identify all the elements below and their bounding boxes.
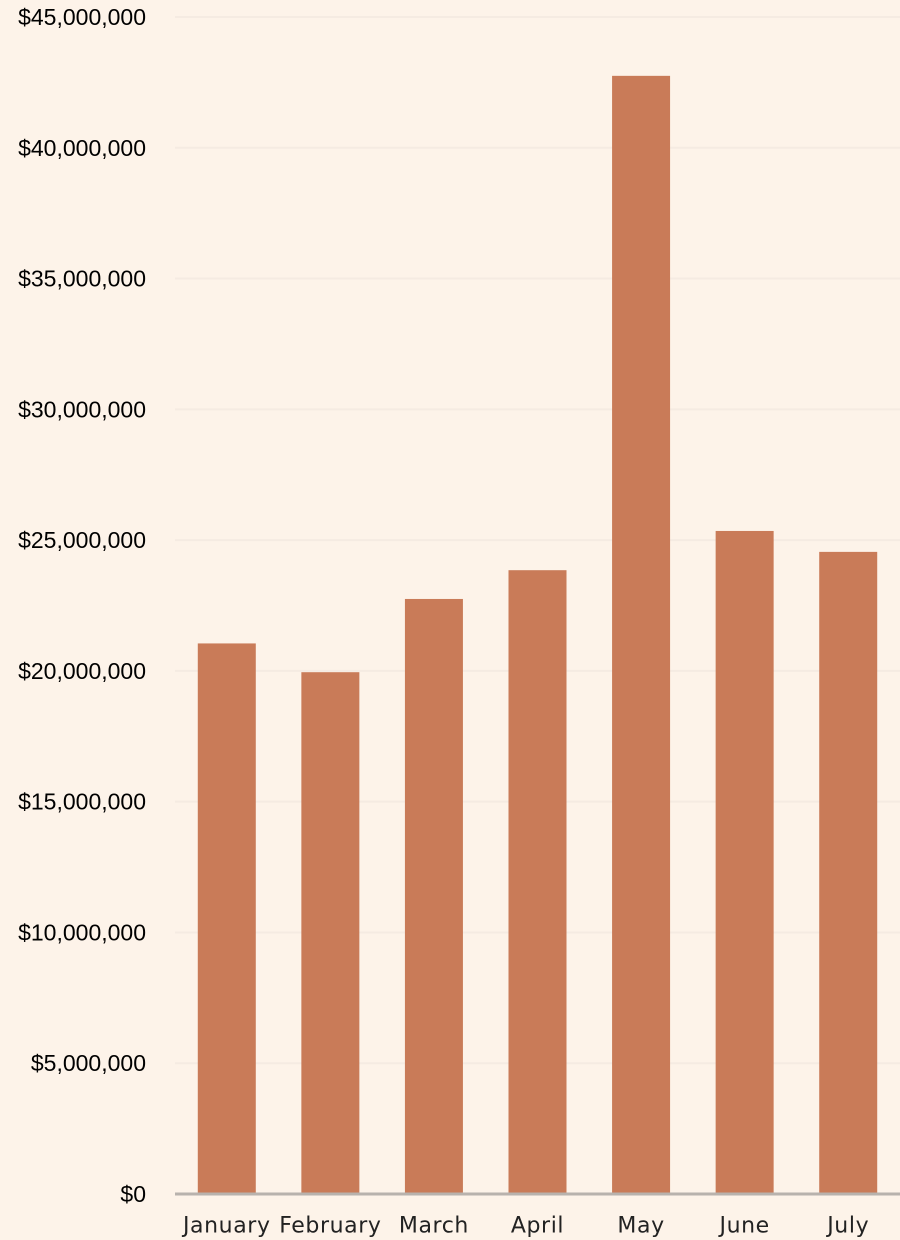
bar-january	[197, 643, 256, 1194]
y-tick-label: $0	[120, 1181, 146, 1207]
bar-april	[508, 570, 567, 1194]
y-tick-label: $45,000,000	[18, 4, 146, 30]
bar-july	[819, 551, 878, 1194]
x-tick-label: January	[181, 1214, 271, 1239]
y-tick-label: $10,000,000	[18, 919, 146, 945]
x-tick-label: July	[825, 1214, 869, 1239]
x-tick-label: March	[399, 1214, 469, 1239]
x-axis-tick-labels: January February March April May June July	[181, 1214, 869, 1239]
y-tick-label: $35,000,000	[18, 266, 146, 292]
y-tick-label: $25,000,000	[18, 527, 146, 553]
bar-march	[404, 598, 463, 1194]
y-axis-tick-labels: $0 $5,000,000 $10,000,000 $15,000,000 $20,00…	[18, 4, 146, 1207]
x-tick-label: May	[617, 1214, 664, 1239]
y-tick-label: $30,000,000	[18, 396, 146, 422]
bar-february	[301, 672, 360, 1194]
y-tick-label: $20,000,000	[18, 658, 146, 684]
y-tick-label: $5,000,000	[31, 1050, 146, 1076]
bar-may	[612, 75, 671, 1195]
bar-june	[715, 530, 774, 1194]
bars	[197, 75, 878, 1195]
y-tick-label: $40,000,000	[18, 135, 146, 161]
x-tick-label: April	[511, 1214, 564, 1239]
x-tick-label: June	[717, 1214, 769, 1239]
y-tick-label: $15,000,000	[18, 789, 146, 815]
x-tick-label: February	[279, 1214, 381, 1239]
